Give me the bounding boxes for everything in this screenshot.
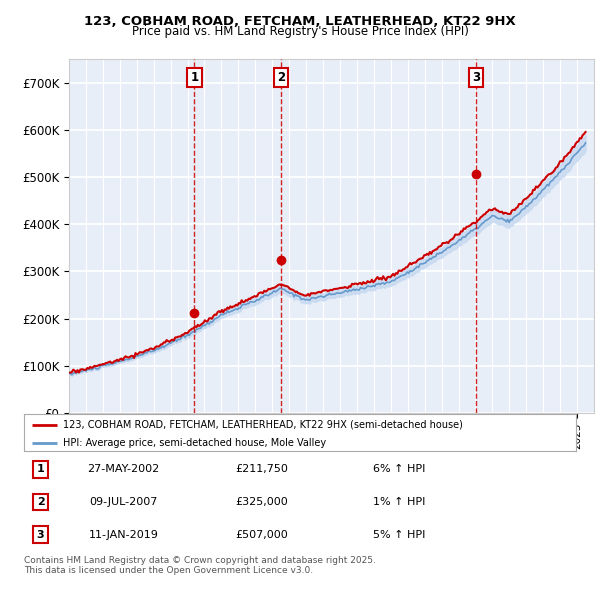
- Text: 1% ↑ HPI: 1% ↑ HPI: [373, 497, 425, 507]
- Text: £211,750: £211,750: [235, 464, 288, 474]
- Text: 2: 2: [37, 497, 44, 507]
- Text: 6% ↑ HPI: 6% ↑ HPI: [373, 464, 425, 474]
- Text: Price paid vs. HM Land Registry's House Price Index (HPI): Price paid vs. HM Land Registry's House …: [131, 25, 469, 38]
- Text: 3: 3: [37, 530, 44, 540]
- Text: 09-JUL-2007: 09-JUL-2007: [89, 497, 158, 507]
- Text: 123, COBHAM ROAD, FETCHAM, LEATHERHEAD, KT22 9HX (semi-detached house): 123, COBHAM ROAD, FETCHAM, LEATHERHEAD, …: [62, 419, 463, 430]
- Text: 1: 1: [37, 464, 44, 474]
- Text: 1: 1: [190, 71, 199, 84]
- Text: 27-MAY-2002: 27-MAY-2002: [87, 464, 160, 474]
- Text: HPI: Average price, semi-detached house, Mole Valley: HPI: Average price, semi-detached house,…: [62, 438, 326, 448]
- Text: 5% ↑ HPI: 5% ↑ HPI: [373, 530, 425, 540]
- Text: 123, COBHAM ROAD, FETCHAM, LEATHERHEAD, KT22 9HX: 123, COBHAM ROAD, FETCHAM, LEATHERHEAD, …: [84, 15, 516, 28]
- Text: £507,000: £507,000: [235, 530, 288, 540]
- Text: £325,000: £325,000: [235, 497, 288, 507]
- Text: 11-JAN-2019: 11-JAN-2019: [88, 530, 158, 540]
- Text: 2: 2: [277, 71, 285, 84]
- Text: Contains HM Land Registry data © Crown copyright and database right 2025.
This d: Contains HM Land Registry data © Crown c…: [24, 556, 376, 575]
- Text: 3: 3: [472, 71, 480, 84]
